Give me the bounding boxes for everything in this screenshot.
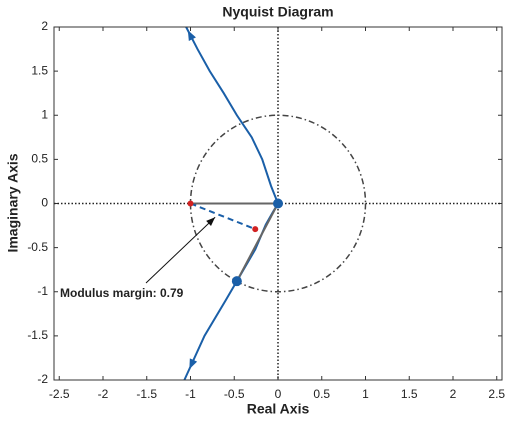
y-tick-label: 0 <box>41 196 48 210</box>
x-tick-label: -1 <box>185 387 196 401</box>
direction-arrow <box>187 30 196 41</box>
y-tick-label: -2 <box>37 372 48 386</box>
marker <box>252 226 259 233</box>
y-tick-label: 1.5 <box>31 63 48 77</box>
x-axis-label: Real Axis <box>247 401 310 417</box>
x-tick-label: -2 <box>98 387 109 401</box>
x-tick-label: -1.5 <box>136 387 157 401</box>
annotation-arrow <box>145 216 216 284</box>
x-tick-label: -0.5 <box>224 387 245 401</box>
curve <box>190 202 256 231</box>
x-tick-label: 0 <box>275 387 282 401</box>
marker <box>187 200 194 207</box>
annotation: Modulus margin: 0.79 <box>60 286 184 300</box>
x-tick-label: -2.5 <box>49 387 70 401</box>
marker <box>231 276 242 287</box>
marker <box>273 198 283 209</box>
x-tick-label: 1 <box>362 387 369 401</box>
chart-title: Nyquist Diagram <box>222 4 333 20</box>
annotation-arrowhead <box>206 217 216 226</box>
x-tick-label: 2.5 <box>488 387 505 401</box>
y-tick-label: 2 <box>41 19 48 33</box>
x-tick-label: 0.5 <box>313 387 330 401</box>
curve <box>185 26 279 204</box>
axes-frame <box>53 26 503 381</box>
y-tick-label: 1 <box>41 107 48 121</box>
y-tick-label: -1.5 <box>27 328 48 342</box>
x-tick-label: 1.5 <box>401 387 418 401</box>
y-tick-label: -0.5 <box>27 240 48 254</box>
y-axis-label: Imaginary Axis <box>5 153 21 252</box>
direction-arrow <box>189 358 198 370</box>
curve <box>235 203 279 282</box>
y-tick-label: -1 <box>37 284 48 298</box>
x-tick-label: 2 <box>450 387 457 401</box>
y-tick-label: 0.5 <box>31 152 48 166</box>
